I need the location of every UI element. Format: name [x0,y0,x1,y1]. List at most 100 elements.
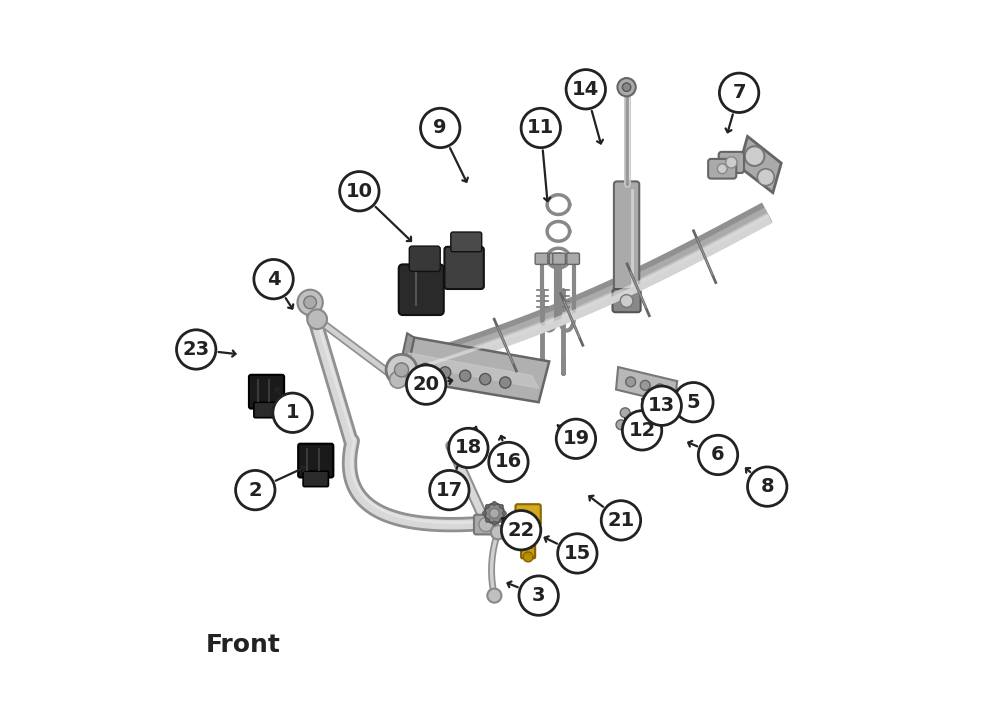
Text: Front: Front [206,633,281,657]
Text: 18: 18 [455,438,482,457]
Circle shape [626,377,636,387]
Text: 6: 6 [711,445,725,465]
Circle shape [629,419,639,429]
Circle shape [717,164,727,174]
Circle shape [566,70,605,109]
Circle shape [430,470,469,510]
Circle shape [655,384,665,394]
Circle shape [491,525,505,539]
Circle shape [307,309,327,329]
Circle shape [499,518,503,522]
Circle shape [449,429,488,467]
Circle shape [622,411,662,450]
FancyBboxPatch shape [553,253,565,264]
FancyBboxPatch shape [614,181,639,296]
FancyBboxPatch shape [474,515,498,534]
FancyBboxPatch shape [254,402,279,418]
FancyBboxPatch shape [399,264,444,315]
Circle shape [616,420,626,430]
FancyBboxPatch shape [549,253,562,264]
Circle shape [521,108,560,148]
FancyBboxPatch shape [298,443,333,477]
Text: 8: 8 [760,477,774,496]
Circle shape [620,294,633,307]
Circle shape [757,169,774,186]
Text: 5: 5 [687,393,700,412]
FancyBboxPatch shape [451,232,482,252]
Text: 7: 7 [732,83,746,102]
Circle shape [487,589,501,603]
Circle shape [501,510,541,550]
Text: 14: 14 [572,80,599,99]
Circle shape [460,370,471,381]
Circle shape [419,364,431,375]
Text: 17: 17 [436,481,463,500]
Circle shape [297,289,323,315]
Circle shape [177,330,216,369]
Text: 20: 20 [413,375,440,394]
Circle shape [304,296,316,309]
Text: 13: 13 [648,396,675,415]
Polygon shape [739,136,781,193]
FancyBboxPatch shape [249,375,284,409]
Circle shape [674,383,713,422]
Circle shape [499,504,503,508]
Circle shape [640,381,650,390]
Text: 1: 1 [286,403,299,422]
Text: 12: 12 [628,421,656,440]
FancyBboxPatch shape [708,159,736,179]
Circle shape [492,501,496,505]
Circle shape [421,108,460,148]
Text: 4: 4 [267,270,280,289]
Circle shape [485,518,490,522]
Text: 2: 2 [248,481,262,500]
Circle shape [519,576,558,616]
FancyBboxPatch shape [409,246,440,271]
Text: 23: 23 [183,340,210,359]
Circle shape [620,408,630,418]
Polygon shape [405,337,549,402]
FancyBboxPatch shape [719,152,744,173]
Circle shape [719,73,759,112]
Circle shape [726,157,737,168]
Text: 22: 22 [507,521,535,539]
Circle shape [386,354,417,385]
Text: 11: 11 [527,119,554,138]
Circle shape [485,504,490,508]
Circle shape [482,511,487,515]
FancyBboxPatch shape [567,253,579,264]
Circle shape [273,393,312,433]
Circle shape [440,367,451,378]
FancyBboxPatch shape [535,253,548,264]
Circle shape [601,501,641,540]
Text: 3: 3 [532,586,545,605]
Circle shape [479,517,493,532]
Circle shape [485,503,504,523]
Circle shape [622,83,631,91]
Circle shape [254,260,293,299]
Circle shape [489,443,528,481]
Text: 15: 15 [564,544,591,563]
Polygon shape [616,367,677,404]
FancyBboxPatch shape [303,471,328,486]
Circle shape [523,552,533,562]
Text: 16: 16 [495,453,522,472]
Circle shape [489,508,499,518]
Circle shape [340,172,379,211]
Circle shape [480,373,491,385]
Circle shape [748,467,787,506]
Circle shape [492,521,496,525]
Text: 9: 9 [433,119,447,138]
FancyBboxPatch shape [515,504,541,525]
FancyBboxPatch shape [444,247,484,289]
Circle shape [556,419,596,458]
FancyBboxPatch shape [521,520,535,558]
Circle shape [642,386,681,426]
Circle shape [395,363,409,377]
FancyBboxPatch shape [613,289,641,312]
Circle shape [617,78,636,96]
Circle shape [745,146,764,166]
Circle shape [500,377,511,388]
Circle shape [390,371,406,388]
Circle shape [558,534,597,573]
